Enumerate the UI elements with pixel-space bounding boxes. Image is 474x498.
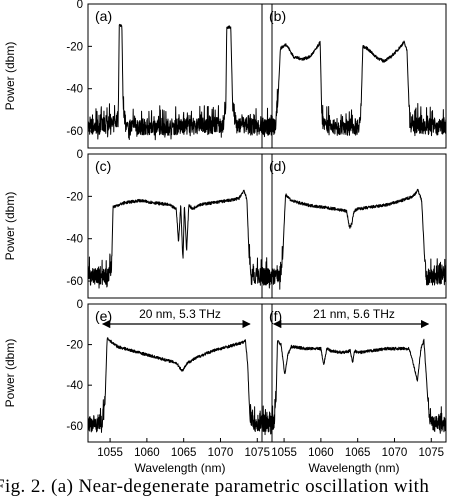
y-tick-label: -40 xyxy=(66,84,83,96)
panel-0: 0 -20 -40 -60 (a) Power (dbm) xyxy=(3,0,273,149)
bandwidth-annotation: 21 nm, 5.6 THz xyxy=(313,307,395,321)
x-tick-label: 1070 xyxy=(382,447,408,459)
series-line-0 xyxy=(261,188,447,290)
series-line-0 xyxy=(261,40,447,138)
panel-5: 1055 1060 1065 1070 1075 (f) Wavelength (nm) 21… xyxy=(261,303,447,475)
x-tick-label: 1065 xyxy=(345,447,371,459)
x-axis-label: Wavelength (nm) xyxy=(135,461,226,475)
y-axis-label: Power (dbm) xyxy=(3,192,17,261)
plot-frame xyxy=(261,153,447,299)
y-tick-label: 0 xyxy=(77,299,83,311)
y-axis-label: Power (dbm) xyxy=(3,42,17,111)
panel-label: (b) xyxy=(269,8,286,24)
plot-frame xyxy=(87,153,273,299)
x-tick-label: 1055 xyxy=(271,447,297,459)
x-tick-label: 1060 xyxy=(134,447,160,459)
plot-frame xyxy=(87,303,273,443)
panel-label: (e) xyxy=(95,308,112,324)
x-axis-label: Wavelength (nm) xyxy=(309,461,400,475)
plot-frame xyxy=(261,303,447,443)
y-axis-label: Power (dbm) xyxy=(3,339,17,408)
x-tick-label: 1055 xyxy=(97,447,123,459)
figure-caption: Fig. 2. (a) Near-degenerate parametric o… xyxy=(0,476,430,497)
y-tick-label: 0 xyxy=(77,0,83,11)
y-tick-label: -20 xyxy=(66,191,83,203)
panel-label: (a) xyxy=(95,8,112,24)
x-tick-label: 1075 xyxy=(244,447,270,459)
y-tick-label: 0 xyxy=(77,149,83,161)
y-tick-label: -40 xyxy=(66,234,83,246)
bandwidth-annotation: 20 nm, 5.3 THz xyxy=(139,307,221,321)
x-tick-label: 1065 xyxy=(171,447,197,459)
panel-4: 0 -20 -40 -60 1055 1060 1065 1070 1075 (e) Power (… xyxy=(3,299,273,475)
plot-frame xyxy=(87,3,273,149)
panel-label: (d) xyxy=(269,158,286,174)
y-tick-label: -20 xyxy=(66,340,83,352)
y-tick-label: -60 xyxy=(66,276,83,288)
panel-label: (f) xyxy=(269,308,282,324)
x-tick-label: 1060 xyxy=(308,447,334,459)
y-tick-label: -60 xyxy=(66,421,83,433)
x-tick-label: 1075 xyxy=(418,447,444,459)
plot-frame xyxy=(261,3,447,149)
series-line-0 xyxy=(87,337,273,436)
panel-3: (d) xyxy=(261,153,447,299)
panel-2: 0 -20 -40 -60 (c) Power (dbm) xyxy=(3,149,273,299)
panel-1: (b) xyxy=(261,3,447,149)
y-tick-label: -60 xyxy=(66,126,83,138)
series-line-0 xyxy=(261,338,447,435)
y-tick-label: -40 xyxy=(66,380,83,392)
y-tick-label: -20 xyxy=(66,41,83,53)
series-line-0 xyxy=(87,189,273,289)
panel-label: (c) xyxy=(95,158,111,174)
x-tick-label: 1070 xyxy=(208,447,234,459)
series-line-0 xyxy=(87,23,273,141)
